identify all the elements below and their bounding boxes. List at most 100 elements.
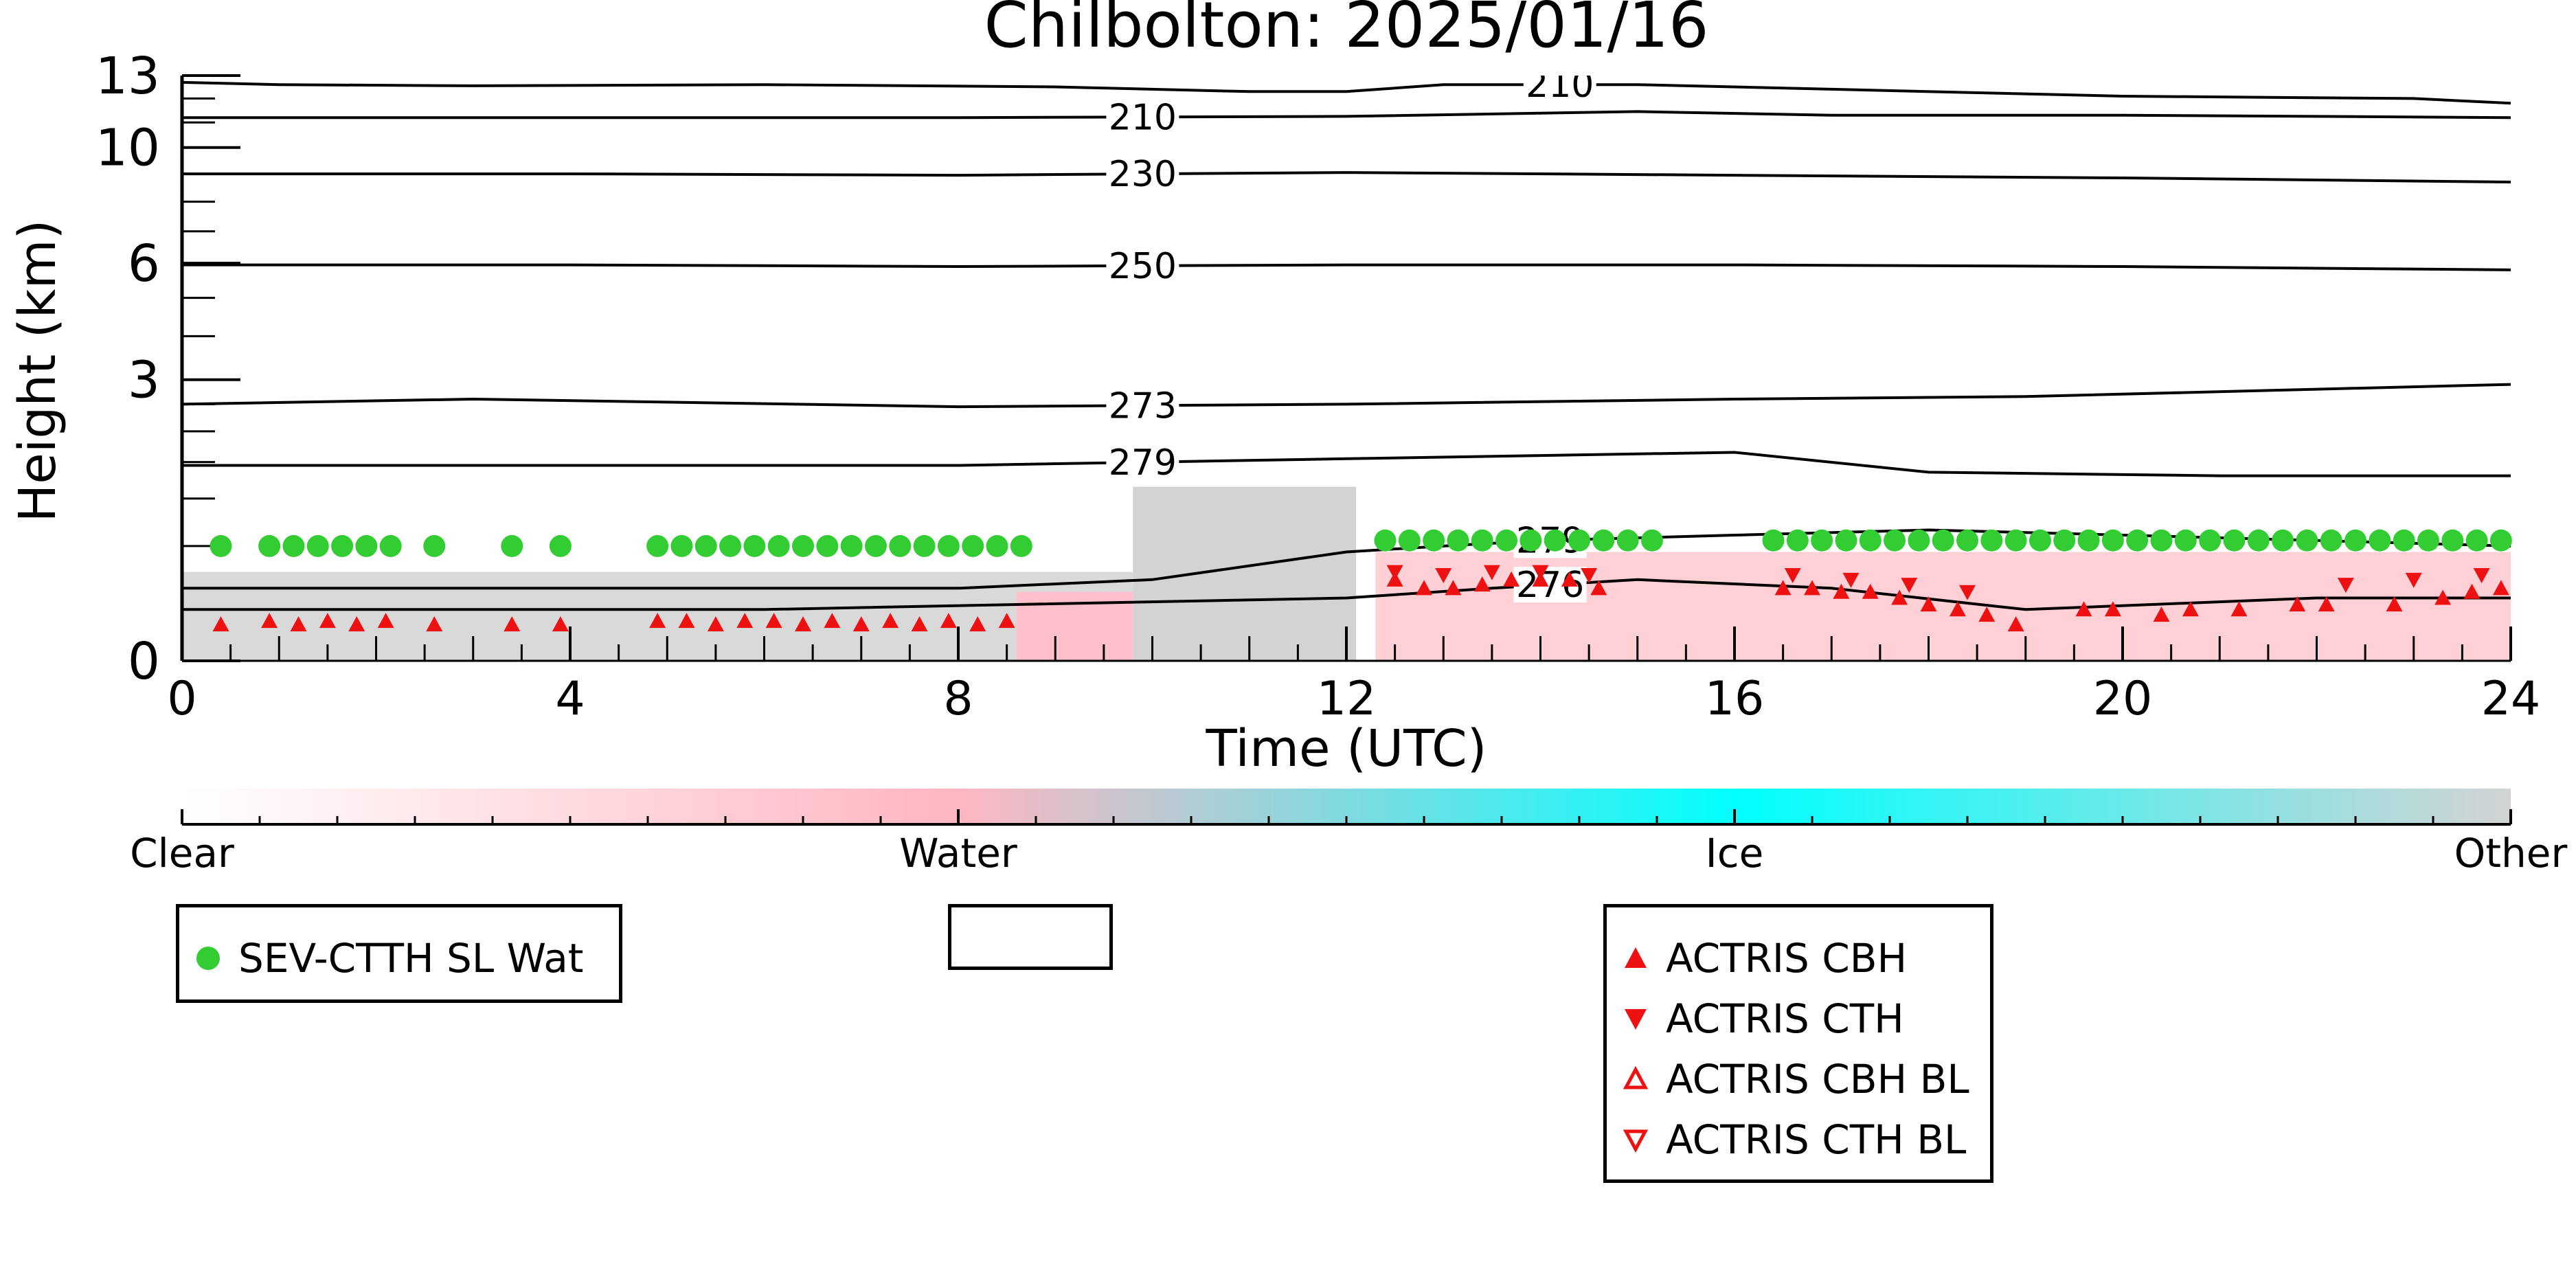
colorbar-label: Clear [130, 830, 234, 877]
sev-ctth-sl-wat-marker [1932, 529, 1954, 552]
sev-ctth-sl-wat-marker [2101, 529, 2124, 552]
legend-label: ACTRIS CBH BL [1666, 1056, 1969, 1103]
actris-cbh-marker [1949, 601, 1966, 617]
actris-cth-marker [2337, 578, 2354, 594]
sev-ctth-sl-wat-marker [864, 534, 887, 557]
sev-ctth-sl-wat-marker [1640, 529, 1663, 552]
sev-ctth-sl-wat-marker [1835, 529, 1857, 552]
sev-ctth-sl-wat-marker [719, 534, 742, 557]
plot-area: 210210230250273279279276 048121620240361… [95, 47, 2540, 726]
actris-cbh-marker [1833, 583, 1850, 599]
sev-ctth-sl-wat-marker [2150, 529, 2173, 552]
sev-ctth-sl-wat-marker [1471, 529, 1493, 552]
sev-ctth-sl-wat-marker [2053, 529, 2076, 552]
sev-ctth-sl-wat-marker [2174, 529, 2197, 552]
sev-ctth-sl-wat-marker [2004, 529, 2027, 552]
sev-ctth-sl-wat-marker [889, 534, 912, 557]
actris-cbh-marker [707, 616, 724, 632]
x-axis-label: Time (UTC) [1205, 719, 1487, 778]
contour-label-background [1106, 387, 1179, 424]
actris-cth-marker [2473, 567, 2490, 583]
legend-entry: SEV-CTTH SL Wat [194, 935, 584, 982]
sev-ctth-sl-wat-marker [1447, 529, 1469, 552]
sev-ctth-sl-wat-marker [2441, 529, 2464, 552]
sev-ctth-sl-wat-marker [767, 534, 790, 557]
y-tick-label: 3 [128, 351, 160, 410]
sev-ctth-sl-wat-marker [331, 534, 354, 557]
x-tick-label: 20 [2093, 672, 2153, 726]
actris-cbh-marker [824, 613, 841, 629]
sev-ctth-sl-wat-marker [743, 534, 766, 557]
actris-cth-marker [1532, 565, 1549, 580]
sev-ctth-sl-wat-marker [1980, 529, 2003, 552]
temperature-contour [182, 578, 2511, 611]
actris-cbh-marker [2318, 596, 2335, 612]
actris-cbh-marker [1862, 583, 1879, 599]
actris-cbh-marker [212, 616, 229, 632]
actris-cbh-marker [2289, 596, 2306, 612]
sev-ctth-sl-wat-marker [1616, 529, 1639, 552]
actris-cbh-marker [290, 616, 307, 632]
actris-cbh-marker [2492, 580, 2509, 596]
contour-label-background [1106, 444, 1179, 480]
sev-ctth-sl-wat-marker [962, 534, 984, 557]
x-tick-label: 16 [1705, 672, 1765, 726]
temperature-contour [182, 451, 2511, 477]
actris-cbh-marker [2007, 616, 2024, 632]
actris-cbh-marker [1561, 571, 1578, 587]
contour-label: 250 [1109, 246, 1177, 287]
sev-ctth-sl-wat-marker [1519, 529, 1542, 552]
legend-entry: ACTRIS CTH [1622, 995, 1904, 1042]
sev-ctth-sl-wat-marker [1762, 529, 1785, 552]
actris-cth-marker [1386, 565, 1403, 580]
contour-label: 279 [1109, 442, 1177, 484]
sev-ctth-sl-wat-marker [2199, 529, 2222, 552]
legend-entry: ACTRIS CBH [1622, 935, 1907, 982]
x-tick-label: 24 [2481, 672, 2541, 726]
actris-cbh-marker [2153, 607, 2170, 622]
colorbar-label: Ice [1706, 830, 1764, 877]
y-axis-label: Height (km) [8, 220, 67, 523]
temperature-contour [182, 263, 2511, 271]
sev-ctth-sl-wat-marker [2417, 529, 2439, 552]
sev-ctth-sl-wat-marker [1495, 529, 1518, 552]
contour-label: 210 [1526, 65, 1594, 106]
actris-cbh-marker [2104, 601, 2121, 617]
sev-ctth-sl-wat-marker [646, 534, 669, 557]
actris-cbh-marker [2386, 596, 2403, 612]
sev-ctth-sl-wat-marker [1884, 529, 1906, 552]
sev-ctth-sl-wat-marker [1423, 529, 1445, 552]
sev-ctth-sl-wat-marker [937, 534, 960, 557]
contour-label: 210 [1109, 97, 1177, 138]
actris-cbh-marker [552, 616, 569, 632]
sev-ctth-sl-wat-marker [1398, 529, 1421, 552]
contour-label-background [1523, 76, 1596, 103]
actris-cbh-marker [1416, 580, 1432, 596]
actris-cbh-marker [882, 613, 899, 629]
actris-cbh-marker [1503, 571, 1520, 587]
actris-cbh-marker [2075, 601, 2092, 617]
temperature-contour [182, 110, 2511, 120]
sev-ctth-sl-wat-marker [210, 534, 232, 557]
actris-cth-marker [1435, 567, 1452, 583]
x-tick-label: 12 [1317, 672, 1377, 726]
actris-cbh-marker [2230, 601, 2248, 617]
sev-ctth-sl-wat-marker [2369, 529, 2391, 552]
sev-ctth-sl-wat-marker [1010, 534, 1032, 557]
actris-cbh-marker [1920, 596, 1937, 612]
contour-label-background [1106, 99, 1179, 135]
x-tick-label: 0 [167, 672, 196, 726]
actris-cbh-marker [940, 613, 957, 629]
sev-ctth-sl-wat-marker [282, 534, 305, 557]
temperature-contour [182, 383, 2511, 409]
actris-cth-marker [1901, 578, 1918, 594]
sev-ctth-sl-wat-marker [1568, 529, 1590, 552]
legend-actris: ACTRIS CBH ACTRIS CTH ACTRIS CBH BL ACTR… [1603, 904, 1993, 1183]
cloud-shading [1133, 486, 1357, 661]
sev-ctth-sl-wat-marker [2320, 529, 2342, 552]
actris-cbh-marker [2434, 589, 2452, 605]
open-triangle-down-icon [1623, 1129, 1649, 1153]
actris-cbh-marker [736, 613, 754, 629]
sev-ctth-sl-wat-marker [1859, 529, 1882, 552]
